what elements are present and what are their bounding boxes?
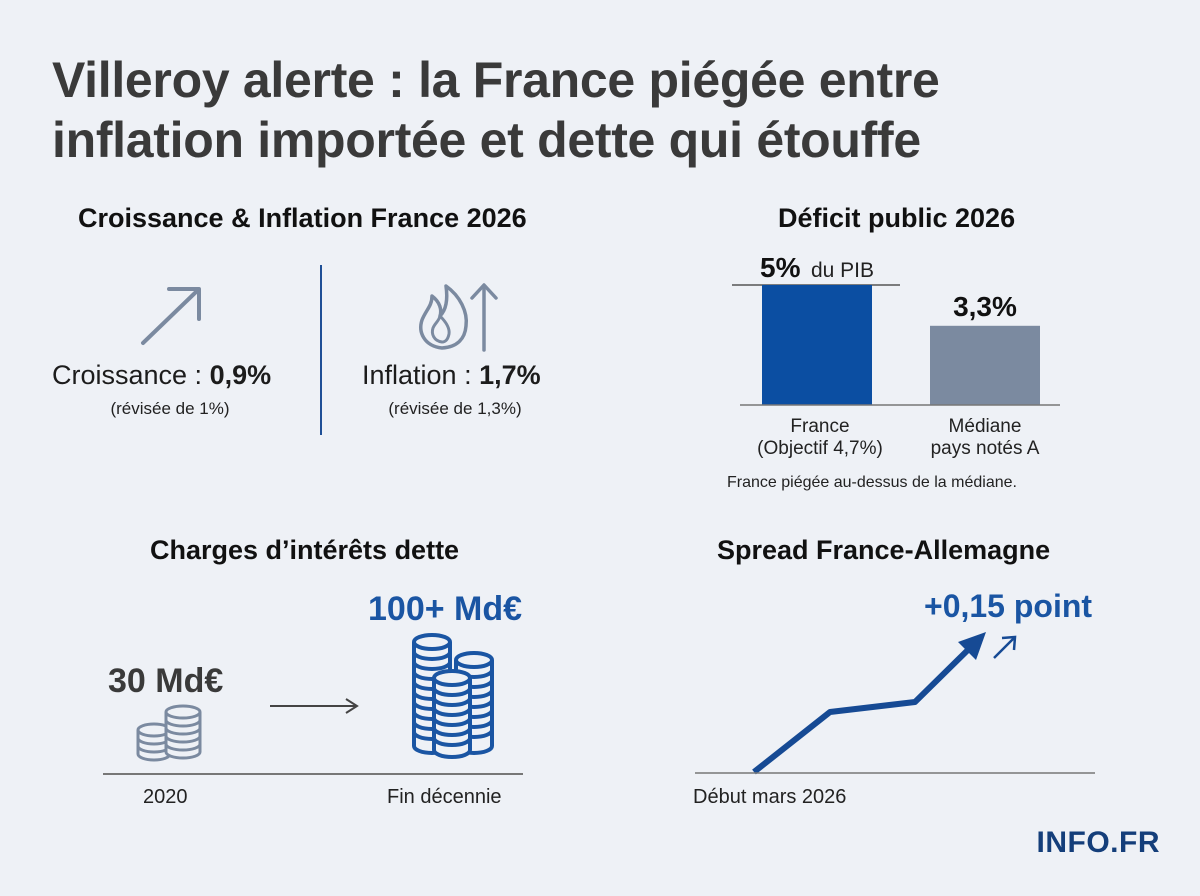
deficit-bar-chart: 5% du PIB 3,3% [732, 252, 1060, 406]
coins-stack-small-icon [136, 704, 202, 762]
growth-inflation-title: Croissance & Inflation France 2026 [78, 203, 527, 233]
section-divider [320, 265, 322, 435]
growth-label: Croissance : [52, 360, 210, 390]
spread-series-line [752, 637, 981, 775]
deficit-bar-france [762, 285, 872, 405]
main-title: Villeroy alerte : la France piégée entre… [52, 50, 1152, 170]
deficit-value-label-france: 5% du PIB [760, 252, 874, 283]
deficit-category-median-line-2: pays notés A [930, 438, 1040, 459]
spread-title: Spread France-Allemagne [717, 535, 1051, 565]
flame-arrow-up-icon [419, 283, 498, 352]
deficit-bar-median [930, 325, 1040, 405]
deficit-category-france-line-1: France [790, 416, 850, 437]
main-title-line-2: inflation importée et dette qui étouffe [52, 112, 921, 168]
interest-baseline [103, 773, 523, 775]
interest-value-end: 100+ Md€ [368, 590, 523, 628]
inflation-label: Inflation : [362, 360, 480, 390]
growth-note: (révisée de 1%) [110, 399, 230, 418]
spread-arrow-head [958, 632, 986, 660]
brand-logo: INFO.FR [1036, 826, 1160, 859]
interest-category-end: Fin décennie [387, 786, 502, 808]
spread-small-arrow-head [1001, 635, 1017, 651]
main-title-line-1: Villeroy alerte : la France piégée entre [52, 52, 940, 108]
inflation-value: 1,7% [479, 360, 541, 390]
inflation-note: (révisée de 1,3%) [388, 399, 522, 418]
deficit-category-france: France (Objectif 4,7%) [745, 416, 895, 460]
interest-value-2020: 30 Md€ [108, 662, 224, 700]
deficit-title: Déficit public 2026 [778, 203, 1016, 233]
coins-stack-large-icon [412, 633, 494, 759]
deficit-category-median: Médiane pays notés A [910, 416, 1060, 460]
spread-line-chart [695, 632, 1095, 775]
deficit-value-label-median: 3,3% [953, 291, 1017, 322]
spread-x-label: Début mars 2026 [693, 786, 847, 808]
deficit-category-france-line-2: (Objectif 4,7%) [757, 438, 883, 459]
deficit-category-median-line-1: Médiane [948, 416, 1022, 437]
arrow-right-icon [270, 698, 359, 714]
spread-annotation: +0,15 point [924, 588, 1093, 624]
deficit-note: France piégée au-dessus de la médiane. [727, 474, 1017, 491]
inflation-metric: Inflation : 1,7% [362, 360, 541, 391]
growth-metric: Croissance : 0,9% [52, 360, 271, 391]
growth-value: 0,9% [209, 360, 272, 390]
interest-title: Charges d’intérêts dette [150, 535, 460, 565]
arrow-up-right-icon [141, 287, 201, 345]
interest-category-2020: 2020 [143, 786, 188, 808]
spread-small-arrow-icon [993, 637, 1015, 659]
